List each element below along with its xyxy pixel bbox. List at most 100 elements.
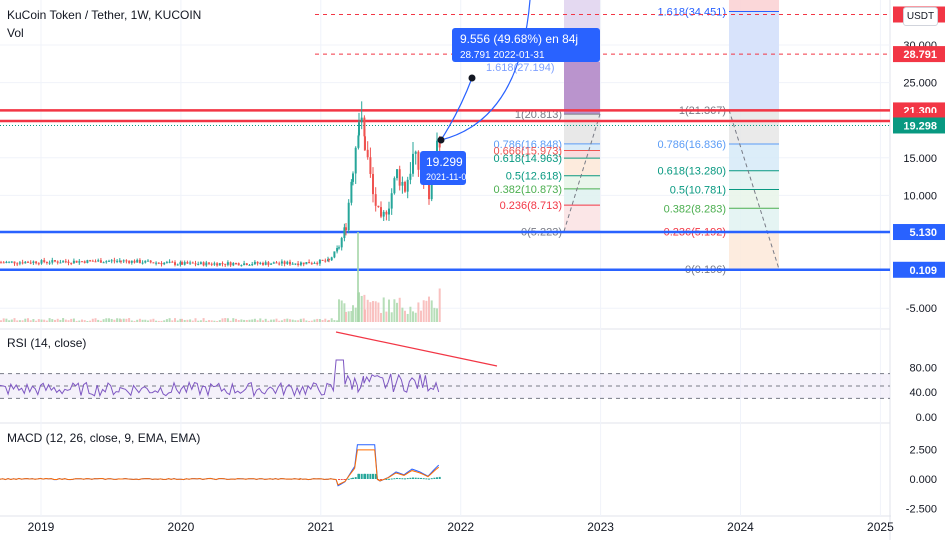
candle-body <box>338 247 340 249</box>
fib1-level-label: 0.618(14.963) <box>494 153 563 165</box>
candle-body <box>210 263 213 265</box>
candle-body <box>380 207 382 217</box>
candle-body <box>305 262 308 265</box>
volume-bar <box>51 319 54 322</box>
volume-bar <box>433 307 436 322</box>
candle-body <box>136 259 139 263</box>
candle-body <box>35 261 38 264</box>
volume-bar <box>16 320 19 322</box>
macd-histogram-bar <box>366 473 369 479</box>
volume-bar <box>43 319 46 322</box>
candle-body <box>245 263 248 265</box>
volume-bar <box>10 319 13 322</box>
volume-bar <box>48 318 51 322</box>
fibonacci-layer[interactable]: 1(20.813)0.786(16.848)0.666(15.973)0.618… <box>494 0 780 276</box>
volume-bar <box>430 300 433 322</box>
candle-body <box>144 260 147 263</box>
volume-bar <box>40 319 43 322</box>
time-axis[interactable]: 2019 2020 2021 2022 2023 2024 2025 <box>28 520 894 534</box>
measure-startpoint <box>437 136 445 144</box>
fib2-zone <box>729 143 779 171</box>
candle-body <box>141 262 144 264</box>
candle-body <box>199 262 202 264</box>
volume-bar <box>253 318 256 322</box>
candle-body <box>155 262 158 264</box>
macd-histogram-bar <box>364 473 366 479</box>
volume-bar <box>218 320 221 322</box>
price-axis[interactable]: 30.00025.00020.00015.00010.0005.000-5.00… <box>891 0 948 540</box>
volume-bar <box>310 320 313 322</box>
macd-histogram-bar <box>393 478 396 480</box>
volume-bar <box>229 320 232 322</box>
currency-button[interactable]: USDT <box>903 7 938 26</box>
macd-histogram-bar <box>406 478 409 480</box>
candle-body <box>27 261 29 263</box>
volume-bar <box>105 318 108 322</box>
volume-bar <box>438 288 441 322</box>
candle-body <box>398 169 401 186</box>
price-tag <box>893 46 945 63</box>
fib1-zone <box>564 205 600 232</box>
volume-bar <box>338 299 340 322</box>
candle-body <box>372 173 374 195</box>
macd-histogram-bar <box>338 479 340 481</box>
rsi-tick-label: 0.00 <box>916 412 937 424</box>
volume-bar <box>436 308 438 322</box>
fib-label-partial: 1.618(27.194) <box>486 62 555 74</box>
candle-body <box>390 193 393 209</box>
candle-body <box>160 263 163 265</box>
candle-body <box>56 261 59 263</box>
candle-body <box>251 264 254 266</box>
volume-bar <box>54 319 56 322</box>
candle-body <box>208 262 210 264</box>
volume-bar <box>428 296 430 322</box>
volume-bar <box>372 301 374 322</box>
candle-body <box>0 262 2 264</box>
macd-histogram-bar <box>385 478 388 480</box>
candle-body <box>191 262 194 264</box>
volume-bar <box>86 320 89 322</box>
volume-bar <box>64 319 67 322</box>
candle-body <box>278 263 281 265</box>
macd-histogram-bar <box>438 476 441 479</box>
macd-histogram-bar <box>340 479 343 480</box>
fib2-top-zone <box>729 0 779 12</box>
candle-body <box>357 135 360 148</box>
point-label-value: 19.299 <box>426 155 463 169</box>
candle-body <box>343 227 346 238</box>
volume-bar <box>302 318 305 322</box>
candle-body <box>417 151 420 170</box>
fib2-level-label: 0.786(16.836) <box>658 139 727 151</box>
volume-bar <box>168 318 171 322</box>
macd-histogram-bar <box>409 477 412 479</box>
volume-bar <box>56 318 59 322</box>
candle-body <box>358 122 360 136</box>
horizontal-levels-layer[interactable] <box>0 13 890 272</box>
candle-body <box>165 262 168 264</box>
volume-bar <box>133 320 136 322</box>
volume-bar <box>213 320 216 322</box>
fib2-zone <box>729 170 779 190</box>
volume-bar <box>216 320 219 322</box>
macd-histogram-bar <box>417 477 420 479</box>
macd-histogram-bar <box>433 477 436 479</box>
candle-body <box>168 261 171 263</box>
macd-pane <box>0 444 441 487</box>
price-tag-label: 0.109 <box>909 265 937 277</box>
macd-histogram-bar <box>350 478 353 480</box>
annotations-layer[interactable]: 9.556 (49.68%) en 84j 28.791 2022-01-311.… <box>420 0 600 185</box>
volume-bar <box>62 318 65 322</box>
candle-body <box>377 205 380 208</box>
macd-histogram-bar <box>398 478 401 480</box>
candle-body <box>29 262 32 264</box>
macd-histogram-bar <box>428 478 430 480</box>
macd-label: MACD (12, 26, close, 9, EMA, EMA) <box>7 431 201 445</box>
candle-body <box>174 262 176 265</box>
candle-body <box>8 261 11 263</box>
volume-bar <box>130 320 133 322</box>
volume-bar <box>243 319 246 322</box>
fib1-level-label: 1(20.813) <box>515 109 562 121</box>
candle-body <box>116 260 119 262</box>
candle-body <box>13 261 16 264</box>
